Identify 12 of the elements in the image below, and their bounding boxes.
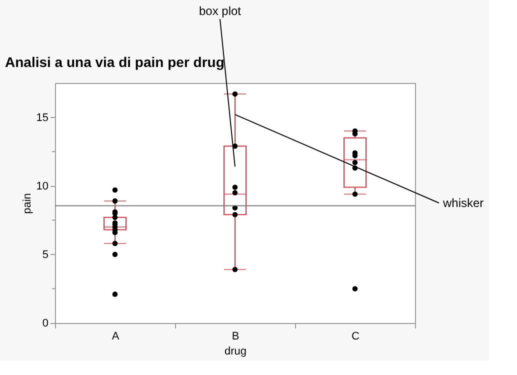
x-axis-title: drug [224,346,247,358]
y-tick-label: 5 [42,248,48,261]
y-axis-title: pain [21,193,34,214]
y-tick-label: 0 [42,318,48,330]
annotation: box plot [198,4,242,18]
y-tick-label: 10 [36,180,48,192]
x-tick-label: C [352,330,360,342]
x-tick-label: B [232,330,240,342]
chart-title: Analisi a una via di pain per drug [5,54,224,70]
y-tick-label: 15 [36,112,48,124]
x-tick-label: A [112,330,120,342]
annotation: whisker [442,196,484,210]
